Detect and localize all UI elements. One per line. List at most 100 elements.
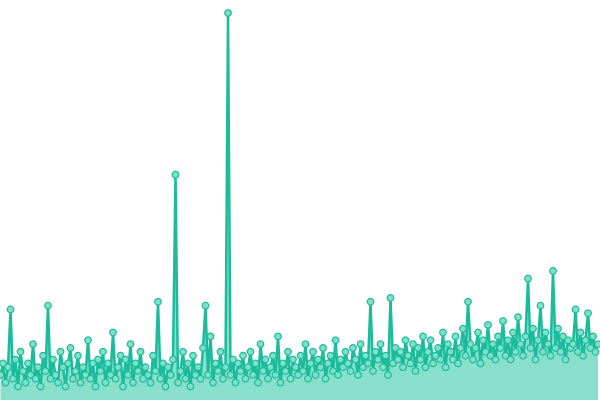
data-point [191, 371, 200, 379]
data-point [126, 340, 135, 349]
data-point [229, 355, 237, 364]
data-point [499, 317, 507, 325]
data-point [454, 359, 462, 368]
data-point [41, 367, 50, 375]
data-point [214, 367, 222, 375]
data-point [316, 363, 325, 372]
data-point [441, 363, 450, 372]
data-point [446, 347, 455, 356]
data-point [164, 363, 172, 372]
data-point [96, 367, 105, 375]
data-point [466, 340, 475, 349]
data-point [519, 351, 527, 360]
data-point [479, 336, 487, 345]
data-point [349, 344, 357, 352]
data-point [534, 336, 542, 345]
data-point [321, 374, 330, 383]
data-point [401, 336, 410, 345]
data-point [579, 351, 587, 360]
data-point [209, 378, 217, 387]
data-point [399, 363, 407, 372]
data-point [216, 347, 225, 356]
data-point [244, 363, 252, 372]
data-point [484, 320, 492, 329]
data-point [154, 297, 162, 306]
data-point [156, 374, 165, 383]
data-point [264, 374, 272, 383]
data-point [319, 344, 327, 352]
data-point [514, 313, 522, 322]
data-point [56, 347, 65, 356]
data-point [121, 355, 130, 364]
data-point [39, 351, 47, 360]
data-point [501, 351, 510, 360]
data-point [314, 355, 322, 364]
data-point [171, 170, 180, 179]
data-point [109, 328, 117, 337]
data-point [149, 351, 157, 360]
data-point [336, 355, 345, 364]
data-point [574, 347, 582, 356]
data-point [531, 355, 540, 364]
data-point [206, 332, 215, 341]
data-point [421, 363, 430, 372]
data-point [294, 371, 302, 379]
data-point [476, 359, 485, 368]
data-point [346, 367, 355, 375]
data-point [69, 374, 77, 383]
data-point [286, 374, 295, 383]
data-point [31, 374, 40, 383]
data-point [224, 9, 232, 17]
data-point [409, 340, 417, 349]
data-point [419, 332, 427, 341]
data-point [469, 355, 477, 364]
data-points [0, 9, 600, 391]
data-point [176, 367, 185, 375]
data-point [571, 305, 580, 314]
data-point [94, 355, 102, 364]
data-point [459, 324, 467, 333]
data-point [429, 359, 437, 368]
data-point [541, 328, 550, 337]
data-point [0, 371, 5, 379]
data-point [269, 351, 277, 360]
data-point [481, 347, 490, 356]
data-point [26, 371, 35, 379]
data-point [81, 371, 90, 379]
data-point [259, 367, 267, 375]
data-point [79, 363, 87, 372]
data-point [64, 359, 72, 368]
data-point [181, 374, 190, 383]
data-point [184, 359, 192, 368]
data-point [291, 363, 300, 372]
data-point [284, 347, 292, 356]
data-point [159, 359, 167, 368]
data-point [424, 347, 432, 356]
data-point [44, 301, 52, 310]
data-point [594, 340, 600, 348]
data-point [486, 351, 495, 360]
data-point [251, 359, 260, 368]
data-point [236, 367, 245, 375]
data-point [266, 363, 275, 372]
data-point [509, 328, 517, 337]
data-point [404, 351, 412, 360]
data-point [139, 374, 147, 383]
data-point [106, 371, 115, 379]
data-point [576, 328, 585, 337]
data-point [306, 359, 315, 368]
data-point [414, 344, 422, 352]
data-point [389, 359, 397, 368]
data-point [84, 336, 92, 345]
data-point [4, 363, 12, 372]
data-point [1, 378, 10, 387]
data-point [489, 340, 497, 349]
data-point [101, 378, 110, 387]
data-point [246, 347, 255, 356]
data-point [394, 355, 402, 364]
data-point [561, 355, 570, 364]
data-point [569, 340, 577, 349]
data-point [416, 355, 425, 364]
data-point [494, 332, 502, 341]
